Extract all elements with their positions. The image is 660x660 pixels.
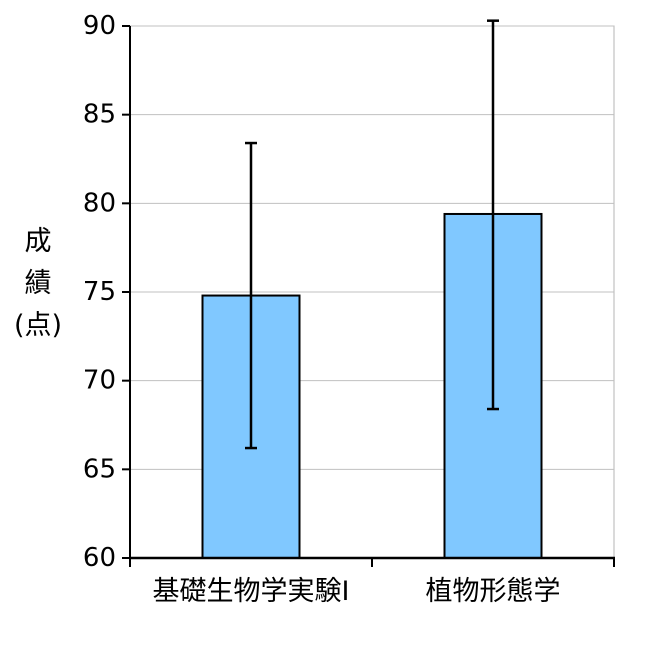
axes bbox=[122, 25, 615, 567]
y-tick-label: 70 bbox=[83, 366, 116, 396]
y-tick-label: 75 bbox=[83, 277, 116, 307]
y-tick-label: 80 bbox=[83, 188, 116, 218]
y-tick-label: 65 bbox=[83, 454, 116, 484]
y-axis-label-line: 績 bbox=[25, 268, 52, 299]
y-axis-label: 成績 (点) bbox=[14, 226, 62, 341]
error-bars bbox=[245, 19, 499, 450]
x-category-label: 植物形態学 bbox=[426, 576, 561, 607]
y-tick-label: 60 bbox=[83, 543, 116, 573]
y-tick-labels: 60 65 70 75 80 85 90 bbox=[83, 11, 116, 573]
bars bbox=[201, 212, 543, 559]
x-category-labels: 基礎生物学実験I 植物形態学 bbox=[153, 576, 561, 607]
y-axis-label-line: 成 bbox=[25, 226, 52, 257]
y-tick-label: 90 bbox=[83, 11, 116, 41]
x-category-label: 基礎生物学実験I bbox=[153, 576, 350, 607]
y-tick-label: 85 bbox=[83, 100, 116, 130]
y-axis-label-line: (点) bbox=[14, 310, 62, 341]
